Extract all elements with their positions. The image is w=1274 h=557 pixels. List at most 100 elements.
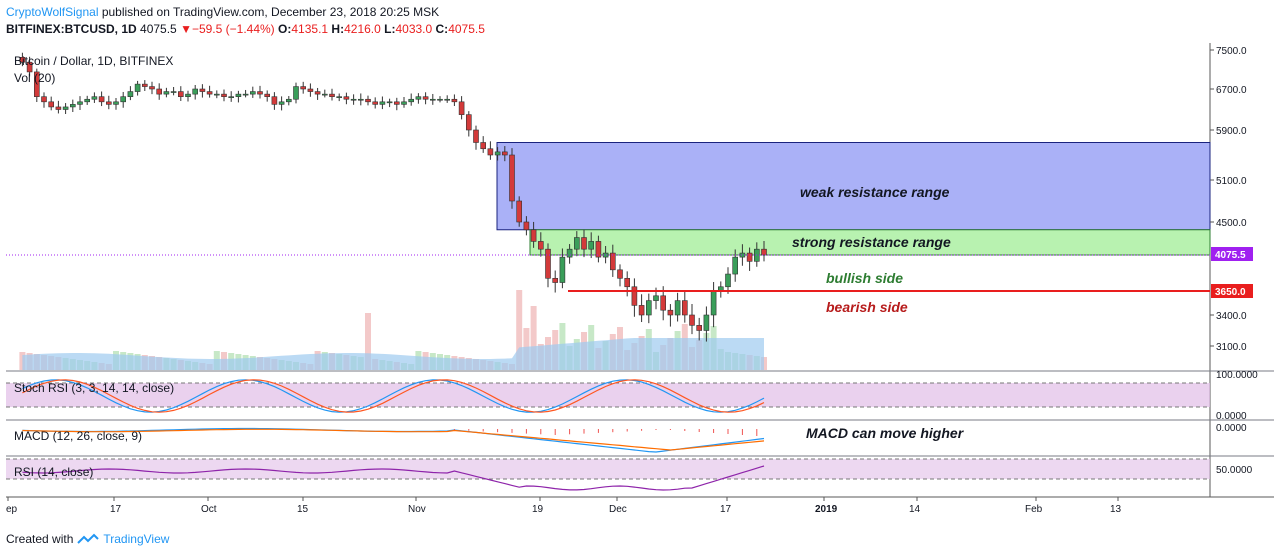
candle-body: [350, 98, 357, 101]
candle-body: [142, 83, 148, 87]
bullish-side-label: bullish side: [826, 270, 903, 286]
candle-body: [41, 96, 47, 103]
y-tick-4500: 4500.0: [1216, 218, 1247, 229]
stoch-band: [6, 383, 1210, 407]
candle-body: [192, 88, 198, 95]
macd-label: MACD (12, 26, close, 9): [14, 429, 142, 443]
open-label: O:: [278, 22, 292, 36]
candle-body: [113, 101, 119, 105]
candle-body: [725, 273, 731, 288]
candle-body: [206, 91, 213, 95]
x-tick-14-jan: 14: [909, 504, 921, 515]
candle-body: [689, 314, 695, 326]
x-tick-2019: 2019: [815, 504, 838, 515]
macd-annotation: MACD can move higher: [806, 425, 965, 441]
volume-bar: [530, 306, 537, 370]
candle-body: [91, 96, 98, 100]
stoch-k-line: [22, 379, 765, 413]
candle-body: [408, 98, 415, 103]
last-price-tag-text: 4075.5: [1215, 250, 1246, 261]
candle-body: [106, 101, 112, 105]
axes: [7, 49, 1214, 501]
strong-zone-label: strong resistance range: [792, 234, 951, 250]
bearish-side-label: bearish side: [826, 299, 908, 315]
candle-body: [48, 101, 55, 108]
candle-body: [379, 101, 386, 105]
indicators: [6, 379, 1210, 491]
candle-body: [746, 252, 753, 262]
candle-body: [674, 300, 681, 316]
candle-body: [595, 241, 602, 258]
tradingview-link[interactable]: TradingView: [103, 532, 170, 546]
change: −59.5 (−1.44%): [191, 22, 275, 36]
x-tick-13-feb: 13: [1110, 504, 1122, 515]
candle-body: [703, 314, 710, 331]
candle-body: [545, 248, 551, 279]
candle-body: [573, 237, 580, 250]
footer: Created with TradingView: [6, 532, 169, 546]
candle-body: [638, 305, 645, 316]
candle-body: [660, 295, 667, 311]
candle-body: [444, 98, 451, 101]
candle-body: [235, 93, 242, 97]
volume-label: Vol (20): [14, 71, 55, 85]
candle-body: [393, 101, 400, 105]
y-tick-3100: 3100.0: [1216, 342, 1247, 353]
candle-body: [480, 142, 487, 150]
candle-body: [156, 88, 162, 95]
candle-body: [26, 61, 33, 73]
x-tick-17-sep: 17: [110, 504, 122, 515]
candle-body: [581, 237, 587, 250]
candle-body: [530, 229, 537, 242]
published-text: published on TradingView.com, December 2…: [98, 5, 440, 19]
candle-body: [264, 93, 271, 97]
candle-body: [761, 248, 767, 256]
candle-body: [372, 101, 379, 105]
volume-bar: [365, 313, 371, 370]
y-tick-6700: 6700.0: [1216, 85, 1247, 96]
candle-body: [588, 241, 595, 250]
x-tick-17-dec: 17: [720, 504, 732, 515]
candle-body: [19, 57, 26, 63]
candle-body: [33, 71, 40, 97]
candle-body: [451, 98, 458, 103]
volume-ma-area: [22, 338, 764, 370]
x-tick-nov: Nov: [408, 504, 426, 515]
candle-body: [415, 96, 422, 100]
candle-body: [458, 101, 465, 115]
candle-body: [501, 151, 508, 156]
rsi-label: RSI (14, close): [14, 465, 93, 479]
candle-body: [257, 91, 263, 95]
low-label: L:: [384, 22, 396, 36]
created-with-text: Created with: [6, 532, 74, 546]
support-tag: [1211, 284, 1253, 298]
candle-body: [185, 93, 191, 97]
rsi-tick-50: 50.0000: [1216, 465, 1253, 476]
x-tick-sep: ep: [6, 504, 18, 515]
candle-body: [465, 114, 472, 131]
candle-body: [624, 277, 631, 288]
candle-body: [178, 91, 184, 97]
candle-body: [645, 300, 652, 316]
high-value: 4216.0: [344, 22, 381, 36]
x-tick-feb: Feb: [1025, 504, 1043, 515]
candle-body: [285, 98, 292, 103]
candle-body: [365, 98, 371, 103]
y-tick-5100: 5100.0: [1216, 176, 1247, 187]
x-tick-19-nov: 19: [532, 504, 544, 515]
stoch-rsi-label: Stoch RSI (3, 3, 14, 14, close): [14, 381, 174, 395]
down-arrow-icon: ▼: [180, 22, 192, 36]
candle-body: [278, 101, 285, 105]
weak-resistance-zone: [496, 142, 1211, 231]
candle-body: [681, 300, 688, 316]
candle-body: [509, 154, 515, 202]
candle-body: [214, 93, 220, 96]
candle-body: [84, 98, 90, 103]
candle-body: [552, 277, 559, 283]
candle-body: [437, 98, 443, 101]
candle-body: [62, 106, 69, 110]
candle-body: [70, 104, 76, 108]
publisher-link[interactable]: CryptoWolfSignal: [6, 5, 99, 19]
candle-body: [732, 256, 739, 275]
